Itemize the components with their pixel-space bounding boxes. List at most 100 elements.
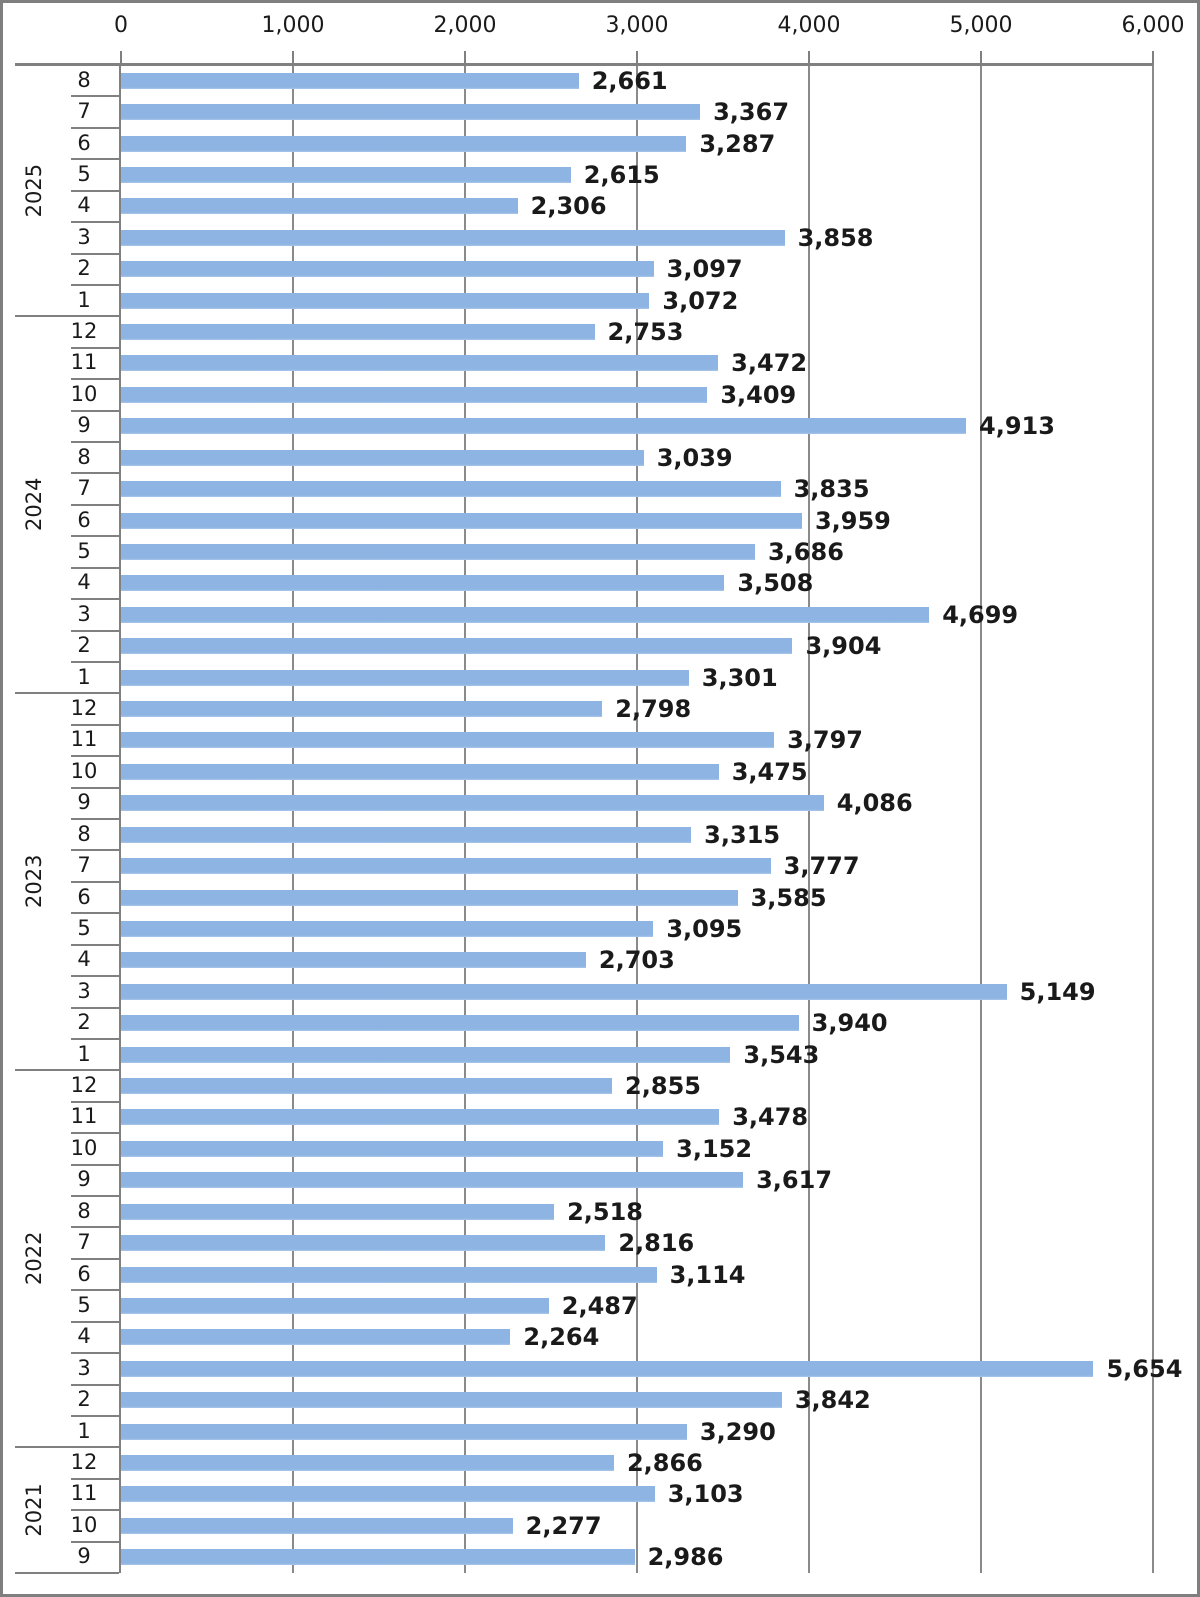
bar — [121, 1455, 614, 1472]
y-axis-month-label: 8 — [77, 821, 91, 846]
category-separator-line — [71, 723, 119, 726]
bar — [121, 575, 725, 592]
y-axis-line — [119, 65, 121, 1573]
bar — [121, 1392, 782, 1409]
bar-value-label: 5,149 — [1019, 977, 1096, 1006]
x-axis-tick-mark — [464, 51, 466, 65]
y-axis-month-label: 10 — [70, 381, 98, 406]
y-axis-month-label: 7 — [77, 99, 91, 124]
y-axis-month-label: 4 — [77, 947, 91, 972]
bar — [121, 104, 701, 121]
y-axis-month-label: 12 — [70, 1450, 98, 1475]
y-axis-month-label: 11 — [70, 350, 98, 375]
y-axis-month-label: 5 — [77, 161, 91, 186]
bar-value-label: 3,777 — [783, 852, 860, 881]
bar — [121, 1297, 549, 1314]
bar-value-label: 3,367 — [713, 98, 790, 127]
bar-value-label: 2,986 — [647, 1543, 724, 1572]
x-axis-tick-mark — [292, 51, 294, 65]
bar-value-label: 3,114 — [669, 1260, 746, 1289]
x-axis-tick-label: 2,000 — [433, 13, 497, 38]
bar — [121, 1203, 555, 1220]
category-separator-line — [71, 1132, 119, 1135]
category-separator-line — [71, 975, 119, 978]
bar-value-label: 3,478 — [732, 1103, 809, 1132]
y-axis-month-label: 5 — [77, 538, 91, 563]
y-axis-month-label: 3 — [77, 978, 91, 1003]
y-axis-month-label: 7 — [77, 853, 91, 878]
bar-value-label: 2,306 — [530, 192, 607, 221]
bar — [121, 1235, 606, 1252]
gridline — [464, 65, 466, 1573]
x-axis-tick-mark — [636, 51, 638, 65]
bar-value-label: 3,290 — [699, 1417, 776, 1446]
bar-value-label: 3,686 — [767, 537, 844, 566]
category-separator-line — [15, 1446, 119, 1449]
y-axis-month-label: 5 — [77, 1292, 91, 1317]
category-separator-line — [71, 378, 119, 381]
category-separator-line — [71, 221, 119, 224]
category-separator-line — [71, 472, 119, 475]
y-axis-month-label: 1 — [77, 287, 91, 312]
category-separator-line — [71, 346, 119, 349]
bar — [121, 481, 781, 498]
y-axis-month-label: 9 — [77, 1167, 91, 1192]
bar-value-label: 3,543 — [743, 1040, 820, 1069]
bar — [121, 543, 755, 560]
bar-value-label: 3,475 — [731, 757, 808, 786]
category-separator-line — [71, 95, 119, 98]
y-axis-month-label: 9 — [77, 413, 91, 438]
gridline — [808, 65, 810, 1573]
y-axis-month-label: 8 — [77, 1198, 91, 1223]
bar-value-label: 3,095 — [666, 914, 743, 943]
y-axis-month-label: 9 — [77, 1544, 91, 1569]
category-separator-line — [71, 252, 119, 255]
x-axis-tick-label: 5,000 — [949, 13, 1013, 38]
category-separator-line — [71, 1037, 119, 1040]
bar-value-label: 3,842 — [794, 1386, 871, 1415]
category-separator-line — [71, 1100, 119, 1103]
category-separator-line — [71, 598, 119, 601]
bar — [121, 889, 738, 906]
bar — [121, 795, 824, 812]
bar — [121, 826, 692, 843]
bar — [121, 1517, 513, 1534]
y-axis-month-label: 4 — [77, 193, 91, 218]
y-axis-month-label: 6 — [77, 130, 91, 155]
bar-value-label: 2,816 — [618, 1229, 695, 1258]
bar — [121, 920, 654, 937]
bar — [121, 1360, 1094, 1377]
bar-value-label: 5,654 — [1106, 1354, 1183, 1383]
gridline — [292, 65, 294, 1573]
bar — [121, 1549, 635, 1566]
bar-value-label: 2,798 — [615, 695, 692, 724]
category-separator-line — [71, 441, 119, 443]
bar-value-label: 3,585 — [750, 883, 827, 912]
y-axis-month-label: 7 — [77, 476, 91, 501]
x-axis-tick-label: 4,000 — [777, 13, 841, 38]
bar-value-label: 2,615 — [583, 160, 660, 189]
bar-value-label: 3,904 — [805, 632, 882, 661]
y-axis-month-label: 6 — [77, 1261, 91, 1286]
y-axis-month-label: 2 — [77, 256, 91, 281]
bar — [121, 1140, 664, 1157]
x-axis-tick-mark — [1152, 51, 1154, 65]
category-separator-line — [71, 786, 119, 789]
y-axis-month-label: 10 — [70, 1135, 98, 1160]
bar-value-label: 3,940 — [811, 1009, 888, 1038]
gridline — [1152, 65, 1154, 1573]
category-separator-line — [71, 1257, 119, 1260]
bar-value-label: 3,039 — [656, 443, 733, 472]
bar — [121, 229, 785, 246]
bar — [121, 952, 586, 969]
bar — [121, 669, 689, 686]
bar — [121, 606, 930, 623]
bar — [121, 1015, 799, 1032]
category-separator-line — [71, 943, 119, 946]
bar — [121, 1046, 731, 1063]
category-separator-line — [71, 1352, 119, 1355]
bar — [121, 512, 802, 529]
bar-value-label: 2,518 — [567, 1197, 644, 1226]
category-separator-line — [71, 755, 119, 758]
bar-value-label: 2,855 — [625, 1072, 701, 1101]
